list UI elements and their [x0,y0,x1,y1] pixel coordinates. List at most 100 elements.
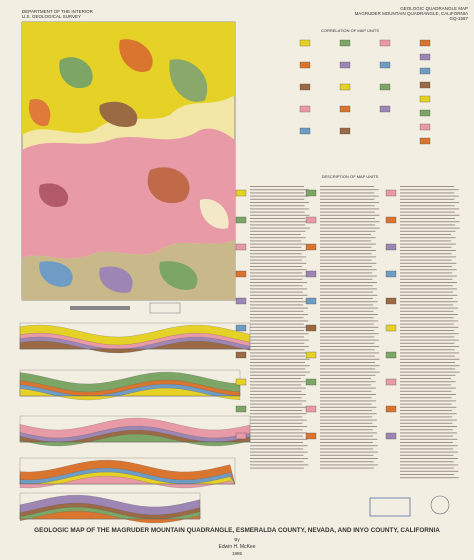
unit-swatch [385,351,397,359]
legend-swatch [339,61,351,69]
unit-swatch [305,297,317,305]
text-line [320,454,374,456]
text-line [400,317,454,319]
text-line [250,403,302,405]
correlation-heading: CORRELATION OF MAP UNITS [321,28,379,33]
text-line [320,301,378,303]
text-line [320,208,380,210]
unit-swatch [305,405,317,413]
text-line [400,458,458,459]
text-line [250,314,308,315]
text-line [400,237,456,239]
text-line [250,346,309,347]
text-line [400,189,459,191]
legend-swatch [419,67,431,75]
text-line [400,256,457,258]
section-band [19,340,251,354]
text-line [400,435,453,437]
section-frame [19,457,236,485]
text-line [250,378,301,379]
text-line [320,368,376,370]
text-line [400,326,459,328]
text-line [320,461,374,463]
text-line [250,291,303,293]
text-line [400,323,454,325]
section-band [19,387,241,401]
text-line [320,234,371,235]
text-line [320,304,374,306]
text-line [320,192,375,194]
unit-swatch [235,297,247,305]
green-unit [59,57,93,89]
purple-unit [99,266,133,293]
text-line [400,224,456,226]
text-line [250,262,307,264]
text-line [400,470,459,472]
text-line [400,186,454,187]
text-line [250,237,306,239]
text-line [320,269,377,271]
seal [430,495,450,515]
text-line [320,314,378,315]
text-line [320,336,375,338]
text-line [400,384,452,386]
text-line [250,419,307,421]
text-line [250,186,304,187]
text-line [400,419,457,421]
text-line [250,416,303,418]
geologic-map [21,21,236,301]
unit-swatch [305,270,317,278]
section-band [19,433,251,447]
legend-swatch [419,39,431,47]
unit-swatch [385,405,397,413]
text-line [400,368,456,370]
text-line [400,442,453,443]
unit-swatch [235,189,247,197]
text-line [250,266,302,267]
text-line [320,358,380,360]
text-line [320,310,374,312]
legend-swatch [299,61,311,69]
text-line [320,352,380,354]
text-line [400,362,455,363]
text-line [400,339,459,341]
green-unit [169,59,208,102]
text-line [250,333,309,335]
text-line [320,467,374,469]
text-line [320,378,371,379]
text-line [400,208,460,210]
text-line [320,205,375,207]
unit-swatch [385,189,397,197]
text-line [250,458,308,459]
text-line [320,387,376,389]
text-line [400,240,452,242]
text-line [320,390,372,392]
text-line [400,221,460,223]
text-line [400,307,458,309]
text-line [250,410,302,411]
text-line [250,339,309,341]
text-line [400,390,452,392]
text-line [400,269,457,271]
text-line [320,419,377,421]
text-line [400,314,458,315]
text-line [400,397,452,399]
text-line [320,253,372,255]
text-line [400,253,452,255]
text-line [400,365,460,367]
text-line [250,451,308,453]
text-line [250,326,309,328]
text-line [250,362,305,363]
text-line [250,464,309,466]
text-line [250,243,306,245]
text-line [320,362,375,363]
legend-swatch [379,39,391,47]
brown-unit [99,101,138,128]
blue-unit [39,261,73,287]
text-line [250,371,310,373]
text-line [400,259,452,261]
text-line [400,227,460,229]
text-line [400,272,453,274]
text-line [250,400,307,402]
